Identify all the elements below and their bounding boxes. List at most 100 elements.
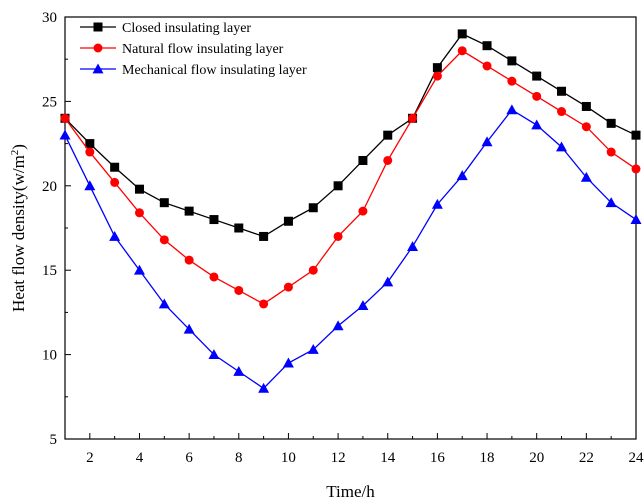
data-point (258, 382, 270, 393)
data-point (408, 113, 418, 123)
data-point (283, 282, 293, 292)
data-point (457, 29, 467, 39)
y-axis-title-main: Heat flow density(w/m (9, 155, 28, 312)
data-point (407, 241, 419, 251)
data-point (630, 214, 642, 224)
data-point (333, 181, 343, 191)
data-point (606, 147, 616, 157)
data-point (532, 71, 542, 81)
data-point (382, 276, 394, 287)
y-tick-label: 10 (42, 348, 57, 364)
legend: Closed insulating layer Natural flow insu… (80, 21, 307, 78)
data-point (481, 136, 493, 147)
y-axis-title-close: ) (9, 144, 28, 150)
x-tick-label: 12 (331, 450, 346, 466)
data-point (308, 203, 318, 213)
y-axis-title-superscript: 2 (9, 150, 21, 156)
x-tick-label: 2 (86, 450, 94, 466)
data-point (85, 147, 95, 157)
data-point (432, 63, 442, 73)
data-point (357, 300, 369, 311)
series-circle (60, 46, 641, 309)
data-point (482, 41, 492, 51)
x-axis-title: Time/h (326, 482, 375, 501)
legend-label: Natural flow insulating layer (122, 42, 284, 57)
x-tick-label: 14 (380, 450, 396, 466)
x-tick-label: 24 (629, 450, 644, 466)
data-point (456, 170, 468, 181)
data-point (233, 365, 245, 376)
data-point (159, 235, 169, 245)
data-point (358, 155, 368, 165)
data-point (482, 61, 492, 71)
legend-marker (93, 22, 103, 32)
legend-item: Mechanical flow insulating layer (80, 63, 307, 78)
data-point (184, 206, 194, 216)
y-tick-label: 20 (42, 179, 57, 195)
data-point (159, 198, 169, 208)
legend-label: Closed insulating layer (122, 21, 251, 36)
x-tick-label: 20 (529, 450, 544, 466)
legend-item: Natural flow insulating layer (80, 42, 284, 57)
data-point (506, 104, 518, 115)
series-line (64, 49, 637, 305)
data-point (532, 91, 542, 101)
data-point (259, 299, 269, 309)
data-point (606, 118, 616, 128)
data-point (631, 164, 641, 174)
data-point (581, 122, 591, 132)
legend-marker (92, 63, 104, 74)
data-point (556, 141, 568, 152)
data-point (580, 171, 592, 182)
data-point (605, 197, 617, 208)
y-tick-label: 5 (50, 432, 58, 448)
series-line (64, 108, 637, 390)
y-tick-label: 25 (42, 94, 57, 110)
data-point (283, 216, 293, 226)
data-point (333, 231, 343, 241)
data-point (134, 184, 144, 194)
x-tick-label: 22 (579, 450, 594, 466)
y-tick-label: 15 (42, 263, 57, 279)
data-point (208, 349, 220, 359)
data-point (133, 264, 145, 275)
data-point (332, 320, 344, 331)
legend-item: Closed insulating layer (80, 21, 251, 36)
data-point (60, 113, 70, 123)
legend-label: Mechanical flow insulating layer (122, 63, 307, 78)
data-point (531, 119, 543, 130)
x-tick-label: 8 (235, 450, 243, 466)
data-point (557, 107, 567, 117)
data-point (158, 298, 170, 309)
data-point (308, 265, 318, 275)
series-layer (59, 29, 642, 393)
y-tick-label: 30 (42, 10, 57, 26)
x-tick-label: 18 (480, 450, 495, 466)
data-point (383, 155, 393, 165)
data-point (457, 46, 467, 56)
data-point (383, 130, 393, 140)
data-point (109, 230, 121, 241)
x-tick-label: 4 (136, 450, 144, 466)
y-axis-title: Heat flow density(w/m2) (9, 144, 28, 312)
data-point (110, 177, 120, 187)
x-tick-label: 16 (430, 450, 446, 466)
data-point (581, 101, 591, 111)
legend-marker (93, 43, 103, 53)
data-point (209, 272, 219, 282)
data-point (631, 130, 641, 140)
data-point (134, 208, 144, 218)
data-point (84, 180, 96, 191)
x-axis: 2 4 6 8 10 12 14 16 18 20 22 24 (64, 433, 644, 466)
data-point (85, 139, 95, 149)
data-point (59, 129, 71, 140)
data-point (184, 255, 194, 265)
plot-frame (64, 16, 637, 440)
data-point (557, 86, 567, 96)
data-point (307, 344, 319, 354)
data-point (431, 198, 443, 209)
data-point (282, 357, 294, 368)
series-triangle (59, 104, 642, 393)
data-point (259, 231, 269, 241)
